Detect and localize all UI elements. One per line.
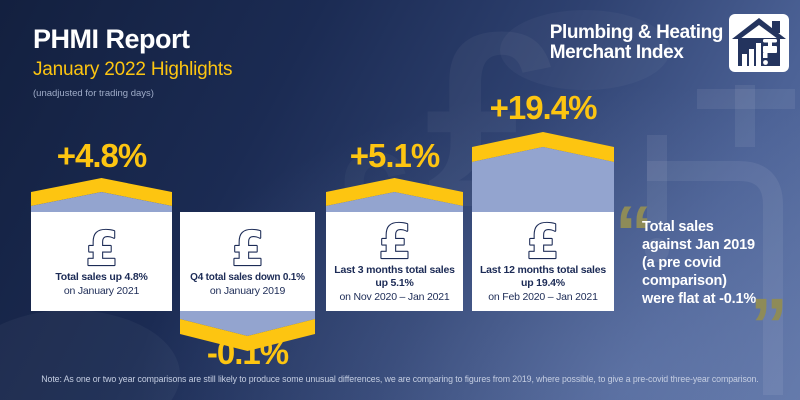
metric-card-total-sales: £ Total sales up 4.8% on January 2021 xyxy=(31,212,172,311)
pound-icon: £ xyxy=(377,214,412,271)
percent-label: +4.8% xyxy=(56,137,148,174)
metric-headline: Total sales up 4.8% xyxy=(55,270,148,283)
phmi-logo: Plumbing & Heating Merchant Index xyxy=(550,14,789,72)
chevron-up-band-tall xyxy=(472,132,614,212)
quote-close-mark: ” xyxy=(750,283,788,368)
chevron-up-band xyxy=(326,178,463,212)
metric-period: on January 2019 xyxy=(209,284,286,297)
metric-period: on Feb 2020 – Jan 2021 xyxy=(488,291,598,303)
logo-text-line2: Merchant Index xyxy=(549,42,684,63)
report-subtitle: January 2022 Highlights xyxy=(33,59,233,80)
quote-open-mark: “ xyxy=(615,191,653,276)
metric-headline: Last 3 months total sales up 5.1% xyxy=(334,264,455,289)
house-tap-bar-chart-icon xyxy=(729,14,789,72)
background-blob xyxy=(0,310,180,400)
report-tagline: (unadjusted for trading days) xyxy=(33,88,154,99)
percent-label: +19.4% xyxy=(489,89,598,126)
svg-text:£: £ xyxy=(231,222,264,277)
pound-icon: £ xyxy=(526,214,561,271)
quote-text: Total sales against Jan 2019 (a pre covi… xyxy=(642,219,760,307)
footnote-text: Note: As one or two year comparisons are… xyxy=(41,374,759,384)
svg-text:£: £ xyxy=(378,215,411,270)
metric-headline: Q4 total sales down 0.1% xyxy=(190,271,305,283)
chevron-up-band xyxy=(31,178,172,212)
chevron-down-band xyxy=(180,311,315,351)
logo-text: Plumbing & Heating Merchant Index xyxy=(549,22,724,63)
metric-period: on Nov 2020 – Jan 2021 xyxy=(339,291,450,303)
metric-headline: Last 12 months total sales up 19.4% xyxy=(479,264,607,289)
logo-text-line1: Plumbing & Heating xyxy=(549,22,724,43)
report-title: PHMI Report xyxy=(33,24,190,54)
svg-text:£: £ xyxy=(527,215,560,270)
metric-card-q4-sales: £ Q4 total sales down 0.1% on January 20… xyxy=(180,212,315,311)
svg-text:£: £ xyxy=(85,222,118,277)
metric-period: on January 2021 xyxy=(63,284,140,297)
metric-card-3-months: £ Last 3 months total sales up 5.1% on N… xyxy=(326,212,463,311)
pound-icon: £ xyxy=(230,220,265,277)
metric-card-12-months: £ Last 12 months total sales up 19.4% on… xyxy=(472,212,614,311)
percent-label: +5.1% xyxy=(349,137,441,174)
pound-icon: £ xyxy=(84,220,119,277)
